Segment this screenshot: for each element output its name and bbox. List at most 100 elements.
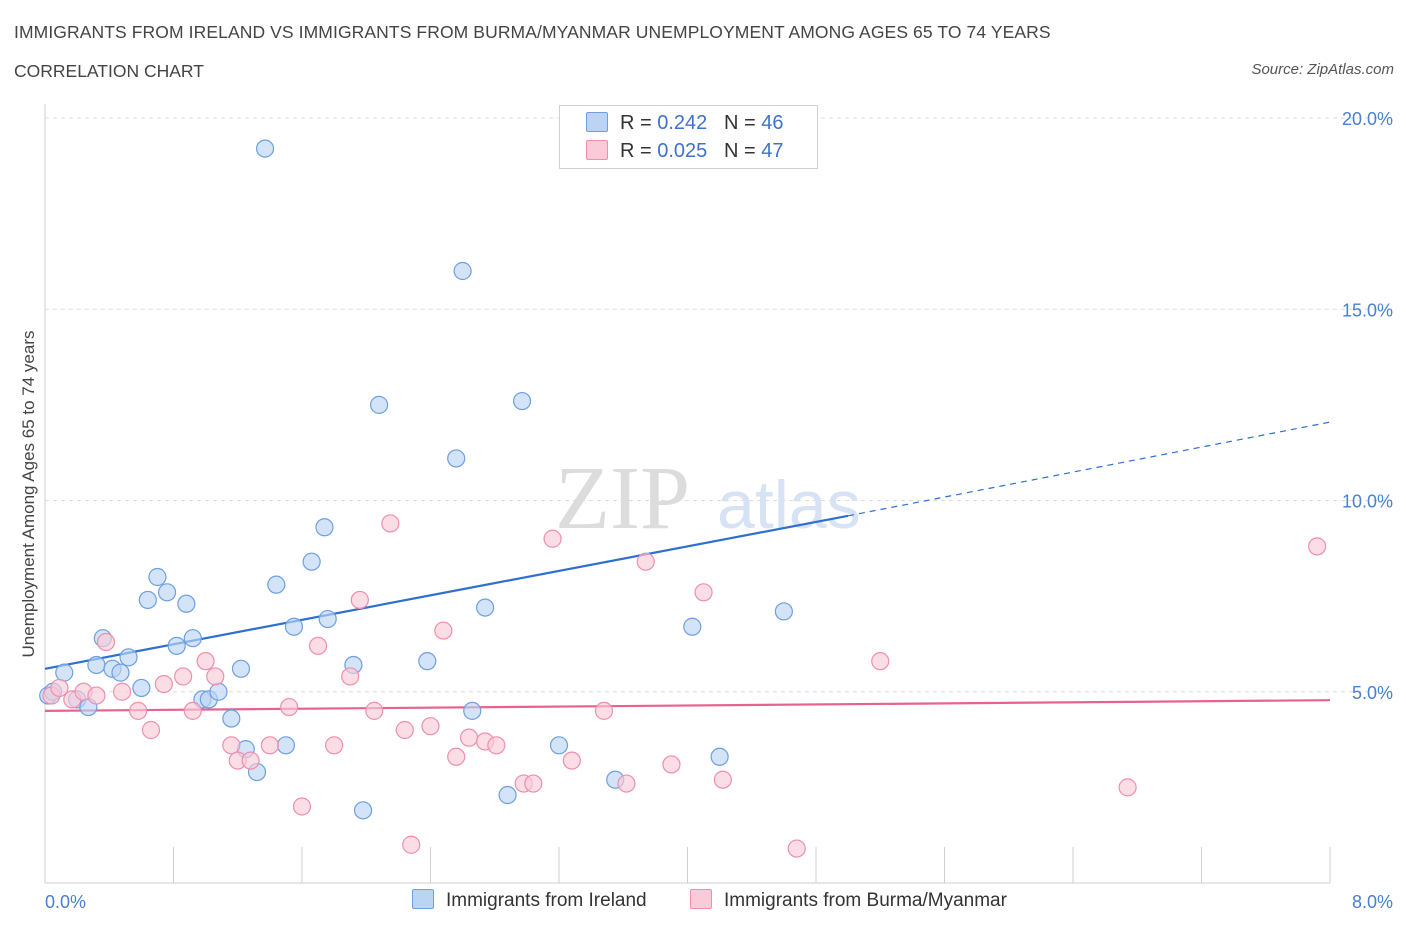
point-ireland <box>148 567 167 587</box>
point-burma <box>50 678 69 698</box>
y-tick-label: 10.0% <box>1342 492 1393 512</box>
point-ireland <box>476 598 495 617</box>
point-burma <box>447 747 466 766</box>
point-burma <box>141 720 161 740</box>
point-burma <box>112 682 132 701</box>
point-ireland <box>447 449 466 468</box>
point-burma <box>222 736 241 755</box>
point-ireland <box>284 617 304 636</box>
point-ireland <box>774 602 793 621</box>
bottom-legend-burma: Immigrants from Burma/Myanmar <box>690 889 1007 912</box>
point-burma <box>1308 537 1327 556</box>
legend-swatch-ireland <box>586 112 608 132</box>
bottom-legend-label-ireland: Immigrants from Ireland <box>446 890 647 911</box>
trend-line-burma <box>44 699 1331 712</box>
legend-n-value-ireland: 46 <box>761 112 784 134</box>
axes <box>44 104 1331 884</box>
point-burma <box>421 717 440 736</box>
point-burma <box>617 774 636 793</box>
point-burma <box>787 839 806 858</box>
point-burma <box>129 701 148 720</box>
point-burma <box>713 770 732 789</box>
point-burma <box>308 636 328 655</box>
point-ireland <box>276 736 296 755</box>
point-ireland <box>255 139 275 158</box>
point-burma <box>662 755 681 774</box>
bottom-legend-ireland: Immigrants from Ireland <box>412 889 647 912</box>
point-ireland <box>512 391 532 411</box>
point-ireland <box>119 648 138 667</box>
point-burma <box>434 621 453 640</box>
chart-subtitle: CORRELATION CHART <box>14 61 204 81</box>
x-tick-label-min: 0.0% <box>45 892 86 912</box>
point-burma <box>1118 778 1137 797</box>
point-ireland <box>318 609 337 629</box>
point-burma <box>292 797 312 816</box>
point-ireland <box>370 395 389 414</box>
point-ireland <box>710 747 729 766</box>
point-burma <box>365 701 384 720</box>
x-tick-label-max: 8.0% <box>1352 892 1393 912</box>
source-credit: Source: ZipAtlas.com <box>1251 61 1394 78</box>
point-ireland <box>683 617 702 636</box>
legend-row-ireland: R = 0.242 N = 46 <box>586 112 783 138</box>
bottom-legend-label-burma: Immigrants from Burma/Myanmar <box>724 890 1007 911</box>
point-burma <box>562 751 581 770</box>
point-ireland <box>209 682 228 701</box>
point-burma <box>871 652 890 671</box>
legend-swatch-burma <box>586 140 608 160</box>
point-burma <box>524 774 543 793</box>
point-burma <box>636 552 655 571</box>
point-ireland <box>183 629 202 648</box>
point-ireland <box>267 575 286 594</box>
point-ireland <box>87 655 106 675</box>
point-ireland <box>353 801 373 820</box>
legend-r-value-ireland: 0.242 <box>657 112 708 134</box>
legend-r-value-burma: 0.025 <box>657 140 708 162</box>
point-burma <box>381 514 400 533</box>
legend-n-value-burma: 47 <box>761 140 784 162</box>
y-tick-labels: 5.0% 10.0% 15.0% 20.0% <box>1342 109 1393 703</box>
point-burma <box>487 736 506 755</box>
point-ireland <box>132 678 151 698</box>
watermark-zip: ZIP <box>555 449 690 548</box>
point-ireland <box>418 652 437 671</box>
point-ireland <box>463 701 482 720</box>
point-burma <box>280 697 299 717</box>
y-tick-label: 5.0% <box>1352 683 1393 703</box>
point-ireland <box>498 785 517 805</box>
chart-title: IMMIGRANTS FROM IRELAND VS IMMIGRANTS FR… <box>14 22 1051 42</box>
point-burma <box>206 667 225 686</box>
point-ireland <box>315 518 334 537</box>
point-ireland <box>167 636 186 655</box>
legend-row-burma: R = 0.025 N = 47 <box>586 140 783 166</box>
bottom-legend-swatch-ireland <box>412 889 434 909</box>
point-burma <box>96 632 116 652</box>
point-burma <box>325 736 344 755</box>
y-tick-label: 15.0% <box>1342 300 1393 320</box>
trend-line-ireland-projection <box>848 421 1331 517</box>
point-burma <box>459 728 479 747</box>
point-ireland <box>302 552 321 571</box>
legend-n-label-burma: N = <box>723 140 756 162</box>
point-burma <box>694 583 713 602</box>
point-ireland <box>177 594 196 613</box>
point-burma <box>196 652 215 671</box>
point-ireland <box>157 583 177 602</box>
legend-r-label-ireland: R = <box>620 112 652 134</box>
point-ireland <box>222 709 241 728</box>
watermark: ZIP atlas <box>555 449 861 548</box>
legend-n-label-ireland: N = <box>723 112 756 134</box>
stats-legend: R = 0.242 N = 46 R = 0.025 N = 47 <box>559 105 818 169</box>
grid-lines <box>45 117 1392 693</box>
point-burma <box>260 736 279 755</box>
data-points <box>39 139 1327 858</box>
point-burma <box>154 674 173 694</box>
y-tick-label: 20.0% <box>1342 109 1393 129</box>
point-burma <box>174 667 193 686</box>
point-burma <box>543 529 562 548</box>
y-axis-label: Unemployment Among Ages 65 to 74 years <box>19 331 38 658</box>
point-burma <box>395 720 414 740</box>
point-burma <box>350 590 369 610</box>
